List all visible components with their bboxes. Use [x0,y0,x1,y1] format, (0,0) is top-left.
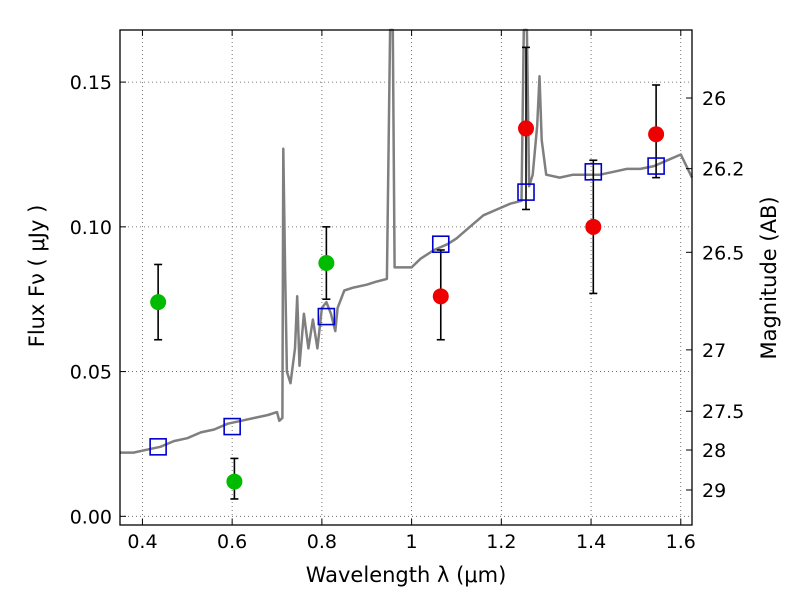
y-axis-title: Flux Fν ( μJy ) [25,205,49,348]
model-photometry-square [517,183,535,201]
flux-point [518,120,535,137]
flux-point [150,294,167,311]
x-tick-label: 1.6 [666,531,696,553]
y2-tick-label: 26.2 [702,159,744,181]
y-tick-label: 0.05 [70,362,112,384]
x-tick-label: 0.8 [307,531,337,553]
marker-layer [149,120,665,490]
y-tick-label: 0.15 [70,72,112,94]
y-tick-label: 0.10 [70,217,112,239]
x-tick-label: 1.4 [576,531,606,553]
model-photometry-square [149,438,167,456]
flux-point [318,255,335,272]
plot-frame [119,29,693,526]
x-tick-label: 0.4 [127,531,157,553]
spectrum-line [120,28,694,454]
y2-tick-label: 29 [702,480,726,502]
model-photometry-square [647,157,665,175]
x-tick-label: 0.6 [217,531,247,553]
x-tick-label: 1.2 [486,531,516,553]
tick-layer: 0.4 0.6 0.8 1 1.2 1.4 1.6 0.00 0.05 0.10 0.15 26 26.… [70,30,744,553]
y2-tick-label: 27 [702,340,726,362]
y2-tick-label: 27.5 [702,401,744,423]
grid [120,30,692,525]
flux-point [585,218,602,235]
spectrum-layer [120,28,694,454]
flux-point [226,473,243,490]
model-photometry-square [223,417,241,436]
y2-tick-label: 26.5 [702,242,744,264]
error-bar-layer [154,46,661,500]
y-tick-label: 0.00 [70,506,112,528]
y2-axis-title: Magnitude (AB) [757,196,781,359]
flux-point [432,288,449,305]
model-photometry-square [317,307,336,326]
flux-point [648,126,665,143]
model-photometry-square [584,163,603,181]
x-tick-label: 1 [406,531,418,553]
y2-tick-label: 26 [702,88,726,110]
model-photometry-square [431,235,450,254]
y2-tick-label: 28 [702,440,726,462]
x-axis-title: Wavelength λ (μm) [306,563,507,587]
